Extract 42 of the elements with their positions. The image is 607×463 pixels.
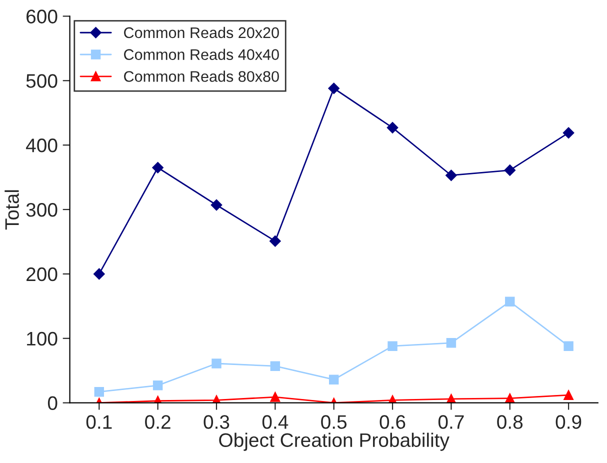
- x-tick-label: 0.4: [262, 415, 288, 429]
- x-tick-label: 0.5: [321, 415, 347, 429]
- point: [152, 162, 164, 174]
- point: [152, 380, 163, 390]
- point: [505, 393, 515, 403]
- point: [270, 361, 280, 371]
- point: [328, 82, 340, 94]
- y-tick-label: 300: [26, 202, 58, 217]
- x-axis-title: Object Creation Probability: [219, 432, 450, 451]
- point: [386, 122, 398, 134]
- x-tick-label: 0.8: [497, 415, 523, 429]
- point: [504, 164, 516, 176]
- point: [446, 338, 456, 348]
- legend-label: Common Reads 20x20: [124, 26, 279, 38]
- y-tick-label: 500: [26, 74, 58, 88]
- point: [505, 296, 515, 307]
- point: [564, 390, 574, 400]
- point: [212, 358, 222, 368]
- point: [270, 235, 281, 247]
- x-tick-label: 0.3: [204, 415, 230, 429]
- point: [564, 341, 574, 351]
- y-tick-label: 600: [26, 10, 58, 24]
- y-tick-label: 200: [26, 267, 58, 282]
- x-tick-label: 0.1: [86, 415, 112, 429]
- x-tick-label: 0.7: [438, 415, 464, 429]
- point: [94, 268, 105, 280]
- point: [94, 386, 104, 397]
- legend-label: Common Reads 40x40: [124, 48, 279, 60]
- x-tick-label: 0.6: [380, 415, 406, 429]
- point: [446, 170, 457, 181]
- y-tick-label: 400: [26, 138, 58, 152]
- point: [562, 127, 574, 138]
- point: [328, 374, 339, 384]
- y-tick-label: 100: [27, 332, 58, 346]
- y-axis-title: Total: [4, 190, 19, 230]
- point: [388, 341, 398, 351]
- x-tick-label: 0.9: [556, 415, 582, 429]
- x-tick-label: 0.2: [145, 415, 170, 429]
- point: [270, 392, 280, 402]
- y-tick-label: 0: [48, 396, 58, 410]
- point: [210, 199, 222, 211]
- legend-label: Common Reads 80x80: [124, 70, 279, 82]
